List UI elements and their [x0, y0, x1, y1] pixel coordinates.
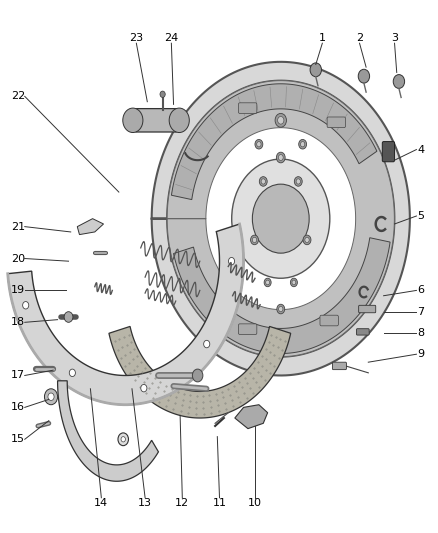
Polygon shape: [77, 219, 103, 235]
Polygon shape: [57, 381, 158, 481]
Circle shape: [392, 75, 404, 88]
Text: 17: 17: [11, 370, 25, 381]
Circle shape: [259, 176, 267, 186]
Text: 20: 20: [11, 254, 25, 263]
Text: 11: 11: [212, 498, 226, 508]
Text: 4: 4: [416, 144, 424, 155]
Circle shape: [69, 369, 75, 376]
Circle shape: [300, 142, 304, 147]
Text: 14: 14: [94, 498, 108, 508]
Circle shape: [275, 114, 286, 127]
FancyBboxPatch shape: [326, 117, 345, 127]
Circle shape: [252, 184, 308, 253]
Circle shape: [278, 155, 283, 160]
Circle shape: [264, 278, 271, 287]
Polygon shape: [167, 80, 393, 357]
Circle shape: [276, 304, 284, 314]
Text: 12: 12: [175, 498, 189, 508]
Circle shape: [254, 140, 262, 149]
Circle shape: [192, 369, 202, 382]
FancyBboxPatch shape: [358, 305, 375, 313]
Circle shape: [159, 91, 165, 98]
Circle shape: [169, 108, 189, 133]
Text: 16: 16: [11, 402, 25, 413]
Text: 7: 7: [416, 306, 424, 317]
Text: 23: 23: [129, 33, 143, 43]
Circle shape: [265, 280, 269, 285]
Text: 15: 15: [11, 434, 25, 445]
Text: 2: 2: [355, 33, 362, 43]
Circle shape: [203, 341, 209, 348]
Text: 3: 3: [390, 33, 397, 43]
Circle shape: [141, 384, 147, 392]
Text: 5: 5: [417, 211, 424, 221]
Text: 13: 13: [138, 498, 152, 508]
Circle shape: [231, 159, 329, 278]
Circle shape: [295, 179, 300, 184]
Text: 10: 10: [247, 498, 261, 508]
Circle shape: [252, 237, 256, 243]
Circle shape: [261, 179, 265, 184]
Polygon shape: [8, 224, 243, 405]
FancyBboxPatch shape: [381, 142, 394, 162]
FancyBboxPatch shape: [238, 324, 256, 335]
Text: 8: 8: [416, 328, 424, 338]
Circle shape: [123, 108, 143, 133]
Text: 22: 22: [11, 91, 25, 101]
Circle shape: [278, 306, 282, 312]
Circle shape: [302, 235, 310, 245]
Circle shape: [44, 389, 57, 405]
Circle shape: [291, 280, 295, 285]
Circle shape: [64, 312, 73, 322]
Circle shape: [290, 278, 297, 287]
FancyBboxPatch shape: [135, 109, 177, 132]
Polygon shape: [234, 405, 267, 429]
Circle shape: [23, 302, 29, 309]
Circle shape: [309, 63, 321, 77]
Circle shape: [228, 257, 234, 265]
Polygon shape: [151, 62, 409, 375]
Text: 6: 6: [417, 286, 424, 295]
Circle shape: [256, 142, 261, 147]
Polygon shape: [171, 84, 376, 199]
Circle shape: [293, 176, 301, 186]
Text: 18: 18: [11, 317, 25, 327]
Circle shape: [118, 433, 128, 446]
FancyBboxPatch shape: [238, 103, 256, 114]
Text: 9: 9: [416, 349, 424, 359]
Text: 24: 24: [164, 33, 178, 43]
FancyBboxPatch shape: [356, 329, 368, 335]
FancyBboxPatch shape: [319, 315, 338, 326]
Circle shape: [357, 69, 369, 83]
Polygon shape: [173, 238, 389, 353]
Polygon shape: [109, 326, 290, 418]
Circle shape: [121, 437, 125, 442]
Circle shape: [250, 235, 258, 245]
Circle shape: [48, 393, 54, 400]
Circle shape: [304, 237, 308, 243]
Circle shape: [277, 117, 283, 124]
Text: 19: 19: [11, 286, 25, 295]
Text: 1: 1: [318, 33, 325, 43]
Circle shape: [276, 152, 285, 163]
Text: 21: 21: [11, 222, 25, 232]
Circle shape: [298, 140, 306, 149]
FancyBboxPatch shape: [332, 362, 346, 369]
